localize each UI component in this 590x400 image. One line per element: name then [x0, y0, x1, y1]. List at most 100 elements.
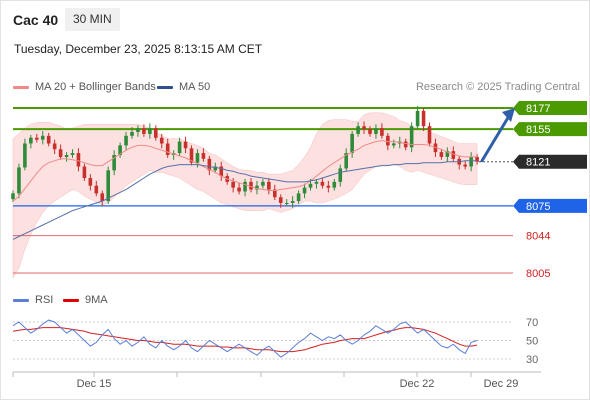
candle-body — [380, 128, 384, 136]
projection-arrow — [480, 114, 511, 163]
candle-body — [201, 153, 206, 159]
legend-ma20: MA 20 + Bollinger Bands — [13, 81, 156, 93]
candle-body — [386, 135, 390, 146]
ma20-line — [12, 140, 478, 202]
candle-body — [159, 137, 164, 144]
candle-body — [296, 193, 301, 202]
instrument-title: Cac 40 — [13, 12, 59, 28]
candle-body — [308, 183, 313, 188]
price-label-layer: 8177 8155 8121 8075 8044 8005 — [480, 101, 587, 280]
rsi-swatch — [13, 298, 29, 302]
rsi-tick-70: 70 — [526, 317, 538, 329]
candle-body — [320, 181, 325, 186]
candle-body — [267, 181, 271, 190]
price-label-8044: 8044 — [526, 231, 550, 243]
rsi-panel: 70 50 30 — [12, 317, 538, 366]
candle-body — [70, 153, 75, 156]
candle-body — [189, 148, 194, 163]
x-axis: Dec 15 Dec 22 Dec 29 — [12, 371, 541, 390]
price-tag-8177 — [513, 101, 587, 115]
candle-body — [421, 110, 426, 127]
price-tag-8075 — [513, 198, 587, 213]
copyright-notice: Research © 2025 Trading Central — [415, 81, 580, 93]
legend-ma9-label: 9MA — [85, 294, 108, 306]
ma20-swatch — [13, 85, 29, 89]
candle-body — [314, 181, 319, 184]
candle-body — [475, 156, 479, 162]
candle-body — [415, 110, 420, 127]
candle-body — [213, 166, 218, 171]
candle-body — [100, 193, 105, 202]
legend-ma50-label: MA 50 — [179, 81, 211, 93]
candle-body — [94, 185, 99, 194]
candle-body — [409, 126, 414, 148]
candle-body — [64, 155, 69, 157]
candle-body — [76, 153, 81, 167]
candle-body — [46, 135, 51, 144]
candle-body — [112, 155, 116, 171]
candle-body — [469, 156, 473, 167]
candle-body — [40, 135, 45, 140]
candle-body — [23, 143, 27, 168]
candle-body — [148, 128, 152, 134]
legend-rsi: RSI — [13, 294, 53, 306]
legend-ma20-label: MA 20 + Bollinger Bands — [35, 81, 156, 93]
ma50-line — [12, 160, 478, 240]
candle-body — [130, 131, 134, 136]
ma50-swatch — [157, 85, 173, 89]
candle-body — [344, 153, 348, 169]
legend-ma9: 9MA — [63, 294, 108, 306]
candle-body — [368, 129, 372, 134]
x-tick-label: Dec 22 — [400, 378, 435, 390]
candle-body — [350, 133, 354, 154]
candle-body — [35, 137, 39, 140]
candle-body — [237, 187, 241, 192]
candle-body — [326, 185, 331, 188]
candle-body — [124, 135, 128, 146]
candle-body — [255, 185, 259, 190]
candle-body — [165, 143, 170, 156]
candle-body — [195, 153, 200, 163]
candle-body — [278, 197, 283, 203]
candle-body — [207, 158, 212, 171]
candle-body — [392, 143, 396, 146]
candle-body — [183, 141, 188, 149]
candle-body — [374, 128, 378, 134]
candle-body — [142, 128, 146, 134]
candle-body — [403, 141, 408, 148]
projection-arrowhead — [502, 108, 515, 122]
candle-body — [58, 149, 63, 157]
candle-body — [427, 126, 432, 144]
candle-body — [231, 181, 235, 188]
x-tick-label: Dec 15 — [77, 378, 112, 390]
timeframe-badge[interactable]: 30 MIN — [65, 8, 120, 31]
candle-body — [118, 145, 122, 156]
candle-body — [261, 181, 265, 186]
rsi-tick-50: 50 — [526, 336, 538, 348]
candle-body — [82, 166, 87, 179]
candle-body — [177, 141, 182, 154]
x-tick-label: Dec 29 — [484, 378, 519, 390]
legend-rsi-label: RSI — [35, 294, 54, 306]
ma9-swatch — [63, 298, 79, 302]
candle-body — [154, 128, 158, 138]
candle-body — [290, 201, 295, 203]
price-label-8121: 8121 — [526, 157, 550, 169]
candle-body — [249, 181, 253, 190]
candle-body — [136, 128, 140, 132]
moving-average-layer — [12, 140, 478, 240]
price-tag-8155 — [513, 122, 587, 137]
candle-body — [463, 164, 467, 167]
candle-body — [29, 137, 33, 144]
candle-body — [284, 202, 289, 204]
candle-body — [52, 143, 57, 150]
price-tag-8121 — [513, 154, 587, 169]
candle-body — [439, 152, 444, 157]
candle-body — [219, 166, 224, 177]
legend-ma50: MA 50 — [157, 81, 210, 93]
price-label-8005: 8005 — [526, 268, 550, 280]
timestamp: Tuesday, December 23, 2025 8:13:15 AM CE… — [14, 42, 263, 56]
price-label-8177: 8177 — [526, 103, 550, 115]
